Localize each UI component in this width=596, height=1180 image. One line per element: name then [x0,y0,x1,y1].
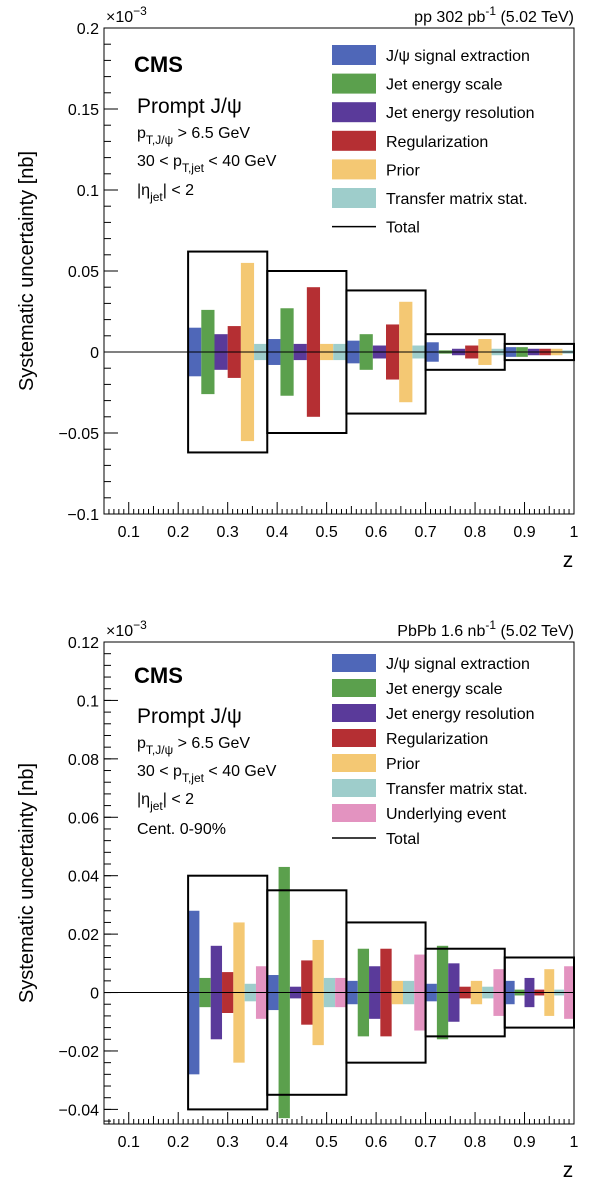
y-tick-label: 0.15 [68,102,99,119]
x-tick-label: 0.3 [217,524,239,541]
y-multiplier: ×10−3 [106,4,147,26]
chart-panel-2: 0.1 0.2 0.3 0.4 0.5 0.6 0.7 0.8 0.9 1 z −0.04 −0.02 0… [16,618,579,1180]
legend-swatch [332,102,376,123]
y-tick-label: 0.04 [68,869,99,886]
y-tick-label: 0.1 [77,693,99,710]
legend-label: Jet energy scale [386,681,503,698]
legend-label: Regularization [386,134,488,151]
x-tick-label: 0.7 [414,1134,436,1151]
legend-swatch [332,45,376,65]
x-tick-label: 0.5 [316,1134,338,1151]
x-tick-label: 0.1 [118,524,140,541]
selection-title: Prompt J/ψ [137,95,242,118]
legend-swatch [332,779,376,797]
legend-swatch [332,704,376,722]
x-tick-label: 0.8 [464,1134,486,1151]
y-multiplier: ×10−3 [106,618,147,640]
x-tick-label: 1 [570,524,579,541]
y-tick-label: 0.12 [68,635,99,652]
legend-swatch [332,188,376,208]
x-tick-label: 0.3 [217,1134,239,1151]
legend-label: Total [386,831,420,848]
y-tick-label: 0.08 [68,752,99,769]
legend-label: Total [386,220,420,237]
legend-swatch [332,654,376,672]
legend-label: Transfer matrix stat. [386,191,528,208]
selection-line: 30 < pT,jet < 40 GeV [137,153,277,175]
legend-label: Transfer matrix stat. [386,781,528,798]
chart-panel-1: 0.1 0.2 0.3 0.4 0.5 0.6 0.7 0.8 0.9 1 z −0.1 −0.05 0 0… [16,4,579,572]
selection-line: pT,J/ψ > 6.5 GeV [137,125,250,147]
y-tick-label: 0.1 [77,183,99,200]
x-tick-label: 0.8 [464,524,486,541]
legend-label: Jet energy scale [386,77,503,94]
plot-frame [103,641,575,1125]
legend: J/ψ signal extraction Jet energy scale Jet… [332,654,535,848]
x-tick-label: 0.9 [513,1134,535,1151]
cms-label: CMS [134,52,183,77]
x-tick-label: 0.4 [266,1134,288,1151]
x-tick-label: 0.6 [365,524,387,541]
legend-label: Prior [386,756,420,773]
legend-swatch [332,159,376,180]
y-tick-label: 0.02 [68,927,99,944]
y-tick-label: 0.06 [68,810,99,827]
legend-label: Regularization [386,731,488,748]
x-tick-label: 0.5 [316,524,338,541]
selection-line: |ηjet| < 2 [137,791,194,813]
legend-label: J/ψ signal extraction [386,48,530,65]
selection-line: 30 < pT,jet < 40 GeV [137,763,277,785]
legend-label: Prior [386,162,420,179]
legend-label: J/ψ signal extraction [386,656,530,673]
y-tick-label: 0.05 [68,264,99,281]
legend-label: Jet energy resolution [386,105,535,122]
lumi-label: PbPb 1.6 nb-1 (5.02 TeV) [397,618,574,640]
legend-swatch [332,73,376,94]
x-tick-label: 0.2 [167,1134,189,1151]
selection-line: Cent. 0-90% [137,821,226,838]
y-tick-label: −0.04 [59,1102,100,1119]
y-tick-label: −0.1 [67,507,99,524]
x-tick-label: 0.4 [266,524,288,541]
cms-label: CMS [134,663,183,688]
legend-swatch [332,729,376,747]
x-tick-label: 0.1 [118,1134,140,1151]
x-tick-label: 1 [570,1134,579,1151]
y-tick-label: 0.2 [77,21,99,38]
y-tick-label: −0.02 [59,1044,100,1061]
x-axis-label: z [563,549,574,572]
y-tick-label: 0 [90,345,99,362]
y-tick-label: 0 [90,986,99,1003]
x-tick-label: 0.7 [414,524,436,541]
lumi-label: pp 302 pb-1 (5.02 TeV) [414,4,574,26]
legend-swatch [332,754,376,772]
legend-swatch [332,130,376,151]
selection-title: Prompt J/ψ [137,705,242,728]
y-axis-label: Systematic uncertainty [nb] [16,151,38,391]
y-axis-label: Systematic uncertainty [nb] [16,763,38,1003]
legend: J/ψ signal extraction Jet energy scale Jet… [332,45,535,237]
selection-line: |ηjet| < 2 [137,182,194,204]
legend-label: Underlying event [386,806,507,823]
selection-line: pT,J/ψ > 6.5 GeV [137,735,250,757]
y-tick-label: −0.05 [59,426,100,443]
x-axis-label: z [563,1159,574,1180]
legend-swatch [332,679,376,697]
x-tick-label: 0.9 [513,524,535,541]
x-tick-label: 0.6 [365,1134,387,1151]
legend-label: Jet energy resolution [386,706,535,723]
x-tick-label: 0.2 [167,524,189,541]
legend-swatch [332,804,376,822]
